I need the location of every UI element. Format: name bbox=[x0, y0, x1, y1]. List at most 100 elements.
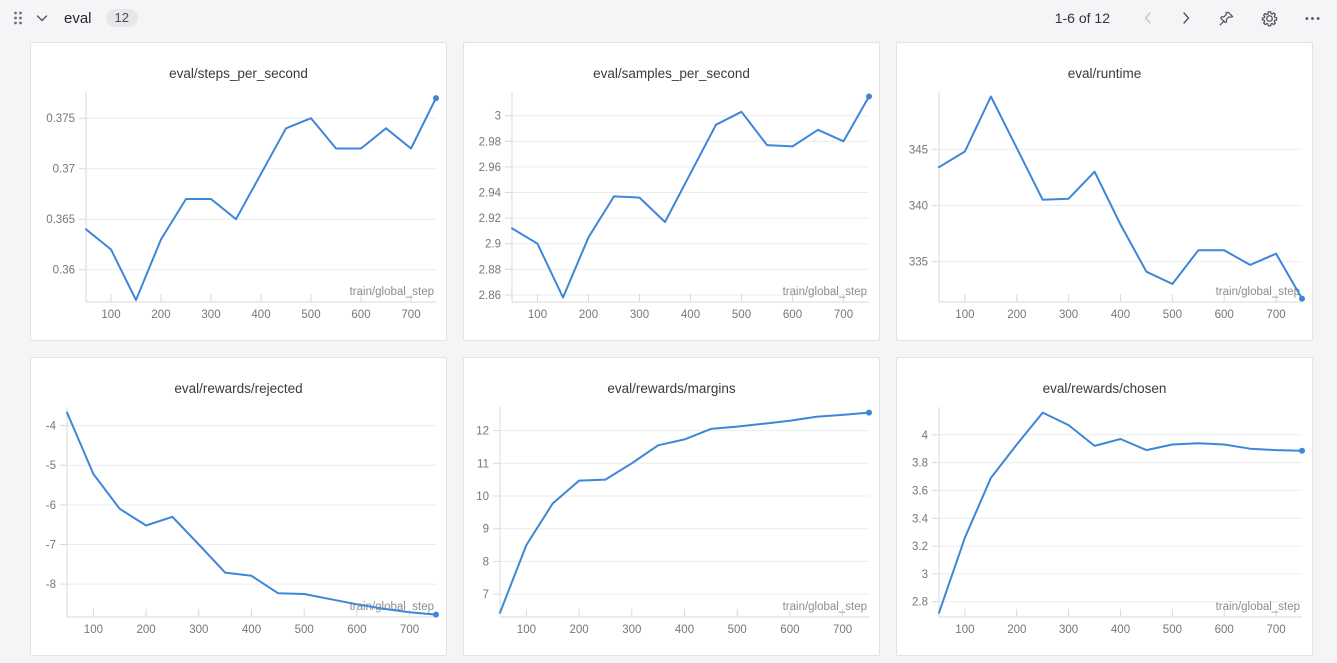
x-tick-label: 200 bbox=[1007, 624, 1026, 636]
end-point-marker bbox=[433, 611, 439, 618]
y-tick-label: 3.8 bbox=[912, 458, 928, 470]
y-tick-label: 3 bbox=[922, 569, 928, 581]
chart-plot[interactable]: 2.86 2.88 2.9 2.92 2.94 2.96 2.98 3 100 200 300 400… bbox=[464, 88, 879, 340]
y-tick-label: 2.94 bbox=[479, 188, 502, 200]
series-line bbox=[85, 97, 437, 301]
chart-plot[interactable]: 0.36 0.365 0.37 0.375 100 200 300 400 500 600 700 t… bbox=[31, 88, 446, 340]
x-tick-label: 700 bbox=[834, 309, 853, 321]
chevron-right-icon bbox=[1183, 12, 1190, 24]
x-tick-label: 100 bbox=[955, 309, 974, 321]
x-tick-label: 300 bbox=[630, 309, 649, 321]
y-tick-label: 3 bbox=[495, 111, 501, 123]
x-axis-label: train/global_step bbox=[1216, 601, 1300, 613]
x-tick-label: 700 bbox=[401, 309, 420, 321]
x-tick-label: 100 bbox=[101, 309, 120, 321]
y-tick-label: 2.92 bbox=[479, 213, 501, 225]
drag-handle-icon[interactable] bbox=[12, 10, 24, 26]
series-line bbox=[938, 95, 1303, 300]
x-tick-label: 300 bbox=[201, 309, 220, 321]
x-axis-label: train/global_step bbox=[350, 286, 434, 298]
y-tick-label: 4 bbox=[922, 430, 929, 442]
x-tick-label: 400 bbox=[1111, 624, 1130, 636]
y-tick-label: 8 bbox=[483, 556, 489, 568]
y-tick-label: 3.4 bbox=[912, 513, 929, 525]
x-tick-label: 500 bbox=[301, 309, 320, 321]
pin-section-button[interactable] bbox=[1218, 10, 1235, 27]
x-axis-label: train/global_step bbox=[783, 601, 867, 613]
pagination-label: 1-6 of 12 bbox=[1054, 10, 1110, 26]
end-point-marker bbox=[1299, 447, 1305, 454]
y-tick-label: -4 bbox=[46, 421, 57, 433]
chart-title: eval/rewards/chosen bbox=[1042, 381, 1167, 396]
x-tick-label: 600 bbox=[780, 624, 799, 636]
y-tick-label: -8 bbox=[46, 579, 56, 591]
panel-group-title[interactable]: eval bbox=[64, 9, 92, 27]
x-tick-label: 300 bbox=[1059, 309, 1078, 321]
chart-plot[interactable]: 335 340 345 100 200 300 400 500 600 700 train/glob… bbox=[897, 88, 1312, 340]
panel-header-right: 1-6 of 12 bbox=[1055, 10, 1321, 27]
y-tick-label: -6 bbox=[46, 500, 56, 512]
x-tick-label: 200 bbox=[579, 309, 598, 321]
x-tick-label: 700 bbox=[400, 624, 419, 636]
x-tick-label: 300 bbox=[189, 624, 208, 636]
x-tick-label: 300 bbox=[1059, 624, 1078, 636]
y-tick-label: 7 bbox=[483, 589, 489, 601]
chart-title: eval/runtime bbox=[1067, 66, 1142, 81]
y-tick-label: 2.98 bbox=[479, 136, 501, 148]
chart-plot[interactable]: -8 -7 -6 -5 -4 100 200 300 400 500 600 700 train/glo… bbox=[31, 403, 446, 655]
chart-panel-card[interactable]: eval/rewards/margins 7 8 9 10 11 12 100 200 300 40… bbox=[463, 357, 880, 656]
x-tick-label: 300 bbox=[622, 624, 641, 636]
x-tick-label: 400 bbox=[251, 309, 270, 321]
pin-icon bbox=[1219, 11, 1234, 25]
chart-title: eval/samples_per_second bbox=[593, 66, 750, 81]
y-tick-label: 345 bbox=[909, 144, 928, 156]
y-tick-label: 11 bbox=[477, 458, 489, 470]
y-tick-label: 0.365 bbox=[46, 214, 75, 226]
series-line bbox=[938, 411, 1303, 614]
chart-panel-card[interactable]: eval/rewards/chosen 2.8 3 3.2 3.4 3.6 3.8 4 100 2… bbox=[896, 357, 1313, 656]
y-tick-label: 2.8 bbox=[912, 597, 928, 609]
x-tick-label: 500 bbox=[295, 624, 314, 636]
x-tick-label: 600 bbox=[1215, 309, 1234, 321]
chart-panel-card[interactable]: eval/samples_per_second 2.86 2.88 2.9 2.92 2.… bbox=[463, 42, 880, 341]
x-tick-label: 700 bbox=[1267, 309, 1286, 321]
chart-panel-card[interactable]: eval/steps_per_second 0.36 0.365 0.37 0.375 1… bbox=[30, 42, 447, 341]
panel-count-badge: 12 bbox=[105, 9, 138, 27]
x-tick-label: 200 bbox=[1007, 309, 1026, 321]
y-tick-label: 0.36 bbox=[53, 265, 75, 277]
y-tick-label: 0.37 bbox=[53, 164, 75, 176]
x-tick-label: 100 bbox=[517, 624, 536, 636]
y-tick-label: 340 bbox=[909, 200, 928, 212]
x-tick-label: 500 bbox=[1163, 309, 1182, 321]
chart-plot[interactable]: 7 8 9 10 11 12 100 200 300 400 500 600 700 train/glob… bbox=[464, 403, 879, 655]
gear-icon bbox=[1261, 10, 1278, 27]
y-tick-label: 2.88 bbox=[479, 264, 501, 276]
x-tick-label: 200 bbox=[137, 624, 156, 636]
x-axis-label: train/global_step bbox=[350, 601, 434, 613]
y-tick-label: -5 bbox=[46, 460, 56, 472]
y-tick-label: 0.375 bbox=[46, 113, 75, 125]
x-tick-label: 400 bbox=[242, 624, 261, 636]
chart-panel-card[interactable]: eval/runtime 335 340 345 100 200 300 400 500 600 7… bbox=[896, 42, 1313, 341]
settings-button[interactable] bbox=[1261, 10, 1278, 27]
chart-panel-card[interactable]: eval/rewards/rejected -8 -7 -6 -5 -4 100 200 300… bbox=[30, 357, 447, 656]
prev-page-button[interactable] bbox=[1142, 11, 1154, 25]
x-axis-label: train/global_step bbox=[783, 286, 867, 298]
chart-title: eval/steps_per_second bbox=[169, 66, 308, 81]
charts-grid: eval/steps_per_second 0.36 0.365 0.37 0.375 1… bbox=[0, 36, 1337, 663]
x-tick-label: 200 bbox=[151, 309, 170, 321]
end-point-marker bbox=[1299, 295, 1305, 302]
chevron-left-icon bbox=[1144, 12, 1151, 24]
chart-plot[interactable]: 2.8 3 3.2 3.4 3.6 3.8 4 100 200 300 400 500 600 700 tr… bbox=[897, 403, 1312, 655]
next-page-button[interactable] bbox=[1180, 11, 1192, 25]
x-tick-label: 400 bbox=[675, 624, 694, 636]
panel-section-header: eval 12 1-6 of 12 bbox=[0, 0, 1337, 36]
chart-title: eval/rewards/rejected bbox=[174, 381, 303, 396]
chevron-down-icon[interactable] bbox=[36, 13, 48, 23]
x-tick-label: 600 bbox=[1215, 624, 1234, 636]
end-point-marker bbox=[433, 95, 439, 102]
y-tick-label: 2.9 bbox=[485, 239, 501, 251]
overflow-menu-button[interactable] bbox=[1304, 11, 1321, 26]
x-axis-label: train/global_step bbox=[1216, 286, 1300, 298]
x-tick-label: 600 bbox=[347, 624, 366, 636]
